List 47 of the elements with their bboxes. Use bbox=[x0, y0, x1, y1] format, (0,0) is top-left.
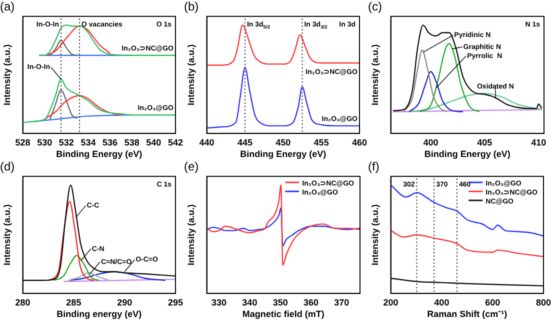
x-axis-title: Magnetic field (mT) bbox=[242, 309, 324, 320]
x-axis-title: Raman Shift (cm⁻¹) bbox=[427, 309, 508, 320]
x-tick-label: 290 bbox=[117, 297, 132, 308]
x-tick-label: 528 bbox=[15, 137, 30, 148]
x-tick-label: 360 bbox=[303, 297, 318, 308]
x-tick-label: 455 bbox=[314, 137, 329, 148]
x-tick-label: 285 bbox=[66, 297, 82, 308]
y-axis-title: Intensity (a.u.) bbox=[2, 44, 12, 106]
x-tick-label: 540 bbox=[146, 137, 162, 148]
x-tick-label: 530 bbox=[37, 137, 52, 148]
chart-title: (e) bbox=[184, 160, 199, 174]
x-tick-label: 340 bbox=[242, 297, 258, 308]
x-tick-label: 450 bbox=[276, 137, 291, 148]
chart-title: (c) bbox=[368, 0, 382, 14]
x-tick-label: 410 bbox=[531, 137, 546, 148]
x-tick-label: 400 bbox=[434, 297, 450, 308]
x-axis-title: Binding Energy (eV) bbox=[424, 149, 510, 160]
x-tick-label: 440 bbox=[199, 137, 214, 148]
x-tick-label: 295 bbox=[168, 297, 184, 308]
y-axis-title: Intensity (a.u.) bbox=[186, 44, 196, 106]
x-tick-label: 370 bbox=[334, 297, 350, 308]
chart-title: (b) bbox=[184, 0, 199, 14]
x-tick-label: 532 bbox=[58, 137, 74, 148]
x-tick-label: 405 bbox=[477, 137, 492, 148]
x-tick-label: 350 bbox=[272, 297, 288, 308]
x-axis-title: Binding Energy (eV) bbox=[56, 149, 142, 160]
y-axis-title: Intensity (a.u.) bbox=[370, 44, 380, 106]
x-tick-label: 460 bbox=[352, 137, 368, 148]
chart-title: (a) bbox=[0, 0, 15, 14]
chart-title: (f) bbox=[368, 160, 380, 174]
x-tick-label: 200 bbox=[383, 297, 398, 308]
x-tick-label: 538 bbox=[124, 137, 140, 148]
x-tick-label: 280 bbox=[15, 297, 30, 308]
x-tick-label: 400 bbox=[423, 137, 438, 148]
x-tick-label: 330 bbox=[212, 297, 227, 308]
y-axis-title: Intensity (a.u.) bbox=[370, 204, 380, 266]
x-tick-label: 445 bbox=[237, 137, 252, 148]
x-tick-label: 600 bbox=[485, 297, 500, 308]
x-tick-label: 542 bbox=[168, 137, 184, 148]
x-tick-label: 534 bbox=[80, 137, 96, 148]
y-axis-title: Intensity (a.u.) bbox=[186, 204, 196, 266]
x-tick-label: 536 bbox=[102, 137, 118, 148]
x-axis-title: Binding Energy (eV) bbox=[240, 149, 326, 160]
x-tick-label: 800 bbox=[536, 297, 552, 308]
x-axis-title: Binding energy (eV) bbox=[56, 309, 142, 320]
chart-title: (d) bbox=[0, 160, 15, 174]
y-axis-title: Intensity (a.u.) bbox=[2, 204, 12, 266]
